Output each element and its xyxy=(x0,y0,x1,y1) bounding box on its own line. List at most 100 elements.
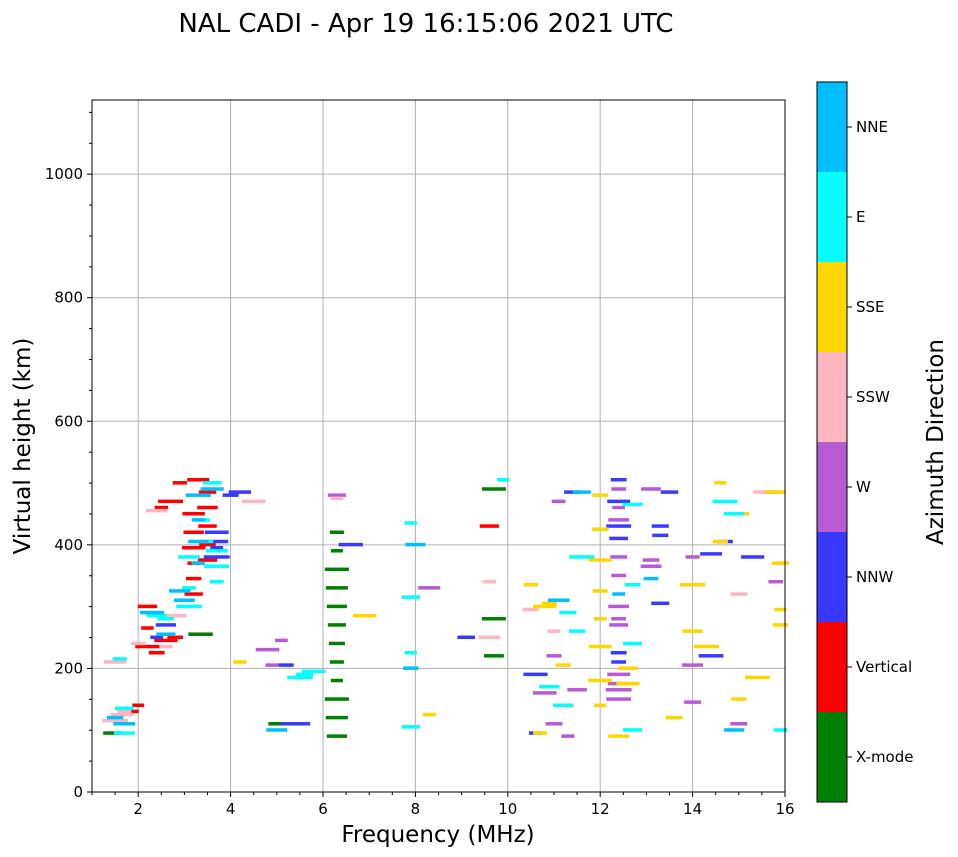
colorbar-tick-label: Vertical xyxy=(856,658,912,676)
echo-mark-e xyxy=(202,481,222,485)
x-tick-label: 8 xyxy=(411,800,421,818)
echo-mark-nnw xyxy=(278,663,294,667)
echo-mark-e xyxy=(497,477,510,482)
y-tick-label: 1000 xyxy=(45,165,83,183)
echo-mark-w xyxy=(545,722,563,726)
echo-mark-ssw xyxy=(117,709,132,714)
echo-mark-e xyxy=(623,641,642,646)
echo-mark-e xyxy=(773,728,788,732)
echo-mark-sse xyxy=(714,481,727,485)
echo-mark-e xyxy=(157,617,175,621)
x-tick-label: 16 xyxy=(775,800,794,818)
echo-mark-w xyxy=(611,487,627,491)
x-tick-label: 6 xyxy=(318,800,328,818)
colorbar: X-mode Vertical NNW W SSW SSE E NNE xyxy=(816,81,913,803)
colorbar-label: Azimuth Direction xyxy=(923,339,949,545)
x-axis: 2 4 6 8 10 12 14 16 xyxy=(91,792,795,818)
echo-mark-nnw xyxy=(610,650,627,655)
echo-mark-w xyxy=(551,499,566,504)
echo-mark-w xyxy=(608,604,630,609)
echo-mark-w xyxy=(532,691,557,695)
echo-mark-e xyxy=(553,703,574,707)
plot-area xyxy=(92,100,785,792)
echo-mark-nne xyxy=(140,610,165,615)
colorbar-swatch xyxy=(817,82,847,172)
echo-mark-sse xyxy=(588,678,613,683)
echo-mark-nne xyxy=(185,493,211,497)
echo-mark-nnw xyxy=(228,490,252,494)
x-tick-label: 12 xyxy=(591,800,610,818)
echo-mark-ssw xyxy=(330,496,344,501)
echo-mark-nne xyxy=(173,598,195,602)
echo-mark-sse xyxy=(712,539,728,544)
colorbar-swatch xyxy=(817,532,847,622)
echo-mark-vertical xyxy=(198,524,217,528)
echo-mark-nnw xyxy=(652,533,669,538)
echo-mark-e xyxy=(623,728,642,732)
echo-mark-e xyxy=(113,731,135,735)
echo-mark-x-mode xyxy=(326,604,347,609)
colorbar-tick-label: E xyxy=(856,208,865,226)
echo-mark-e xyxy=(622,502,643,507)
echo-mark-sse xyxy=(532,604,557,609)
echo-mark-sse xyxy=(680,583,706,587)
echo-mark-sse xyxy=(233,660,247,664)
echo-mark-vertical xyxy=(182,511,205,516)
echo-mark-ssw xyxy=(163,613,187,618)
echo-mark-e xyxy=(209,579,224,584)
echo-mark-nne xyxy=(156,632,176,636)
echo-mark-vertical xyxy=(167,635,183,640)
echo-mark-e xyxy=(569,555,595,559)
echo-mark-sse xyxy=(771,561,790,565)
echo-mark-x-mode xyxy=(103,731,123,735)
echo-mark-sse xyxy=(533,731,548,735)
echo-mark-nne xyxy=(191,518,205,522)
echo-mark-w xyxy=(327,493,346,497)
echo-mark-sse xyxy=(665,715,683,720)
echo-mark-sse xyxy=(352,613,377,618)
echo-mark-sse xyxy=(594,703,607,707)
y-axis-label: Virtual height (km) xyxy=(10,338,36,555)
echo-mark-sse xyxy=(555,663,571,667)
echo-mark-x-mode xyxy=(268,722,286,726)
echo-mark-vertical xyxy=(197,505,218,510)
colorbar-tick-label: SSW xyxy=(856,388,890,406)
echo-mark-vertical xyxy=(137,604,158,609)
x-tick-label: 10 xyxy=(498,800,517,818)
echo-mark-vertical xyxy=(184,592,203,596)
echo-mark-vertical xyxy=(479,524,499,528)
echo-mark-e xyxy=(295,672,314,677)
echo-mark-x-mode xyxy=(481,487,506,491)
y-axis: 0 200 400 600 800 1000 xyxy=(45,111,92,801)
echo-mark-vertical xyxy=(148,650,165,655)
echo-mark-w xyxy=(265,663,279,667)
echo-mark-e xyxy=(404,521,417,525)
echo-mark-ssw xyxy=(103,660,127,664)
echo-mark-w xyxy=(730,722,748,726)
y-tick-label: 600 xyxy=(54,412,83,430)
echo-mark-e xyxy=(539,684,560,689)
echo-mark-nne xyxy=(405,542,426,547)
echo-mark-ssw xyxy=(482,579,496,584)
echo-mark-x-mode xyxy=(327,623,346,627)
echo-mark-e xyxy=(182,586,196,590)
colorbar-tick-label: X-mode xyxy=(856,748,913,766)
echo-mark-w xyxy=(275,638,288,643)
echo-mark-x-mode xyxy=(325,715,348,720)
echo-mark-e xyxy=(624,583,641,587)
echo-mark-nnw xyxy=(203,555,230,559)
echo-mark-w xyxy=(612,505,626,510)
echo-mark-w xyxy=(607,672,631,677)
x-axis-label: Frequency (MHz) xyxy=(341,822,534,848)
colorbar-swatch xyxy=(817,262,847,352)
echo-mark-nnw xyxy=(289,722,311,726)
echo-mark-sse xyxy=(774,607,787,612)
echo-mark-w xyxy=(685,555,700,559)
echo-mark-nnw xyxy=(607,499,631,504)
echo-mark-x-mode xyxy=(188,632,213,636)
echo-mark-ssw xyxy=(110,712,134,717)
echo-mark-nnw xyxy=(700,552,722,556)
echo-mark-e xyxy=(301,669,326,674)
y-tick-label: 200 xyxy=(54,659,83,677)
echo-mark-w xyxy=(255,647,280,652)
